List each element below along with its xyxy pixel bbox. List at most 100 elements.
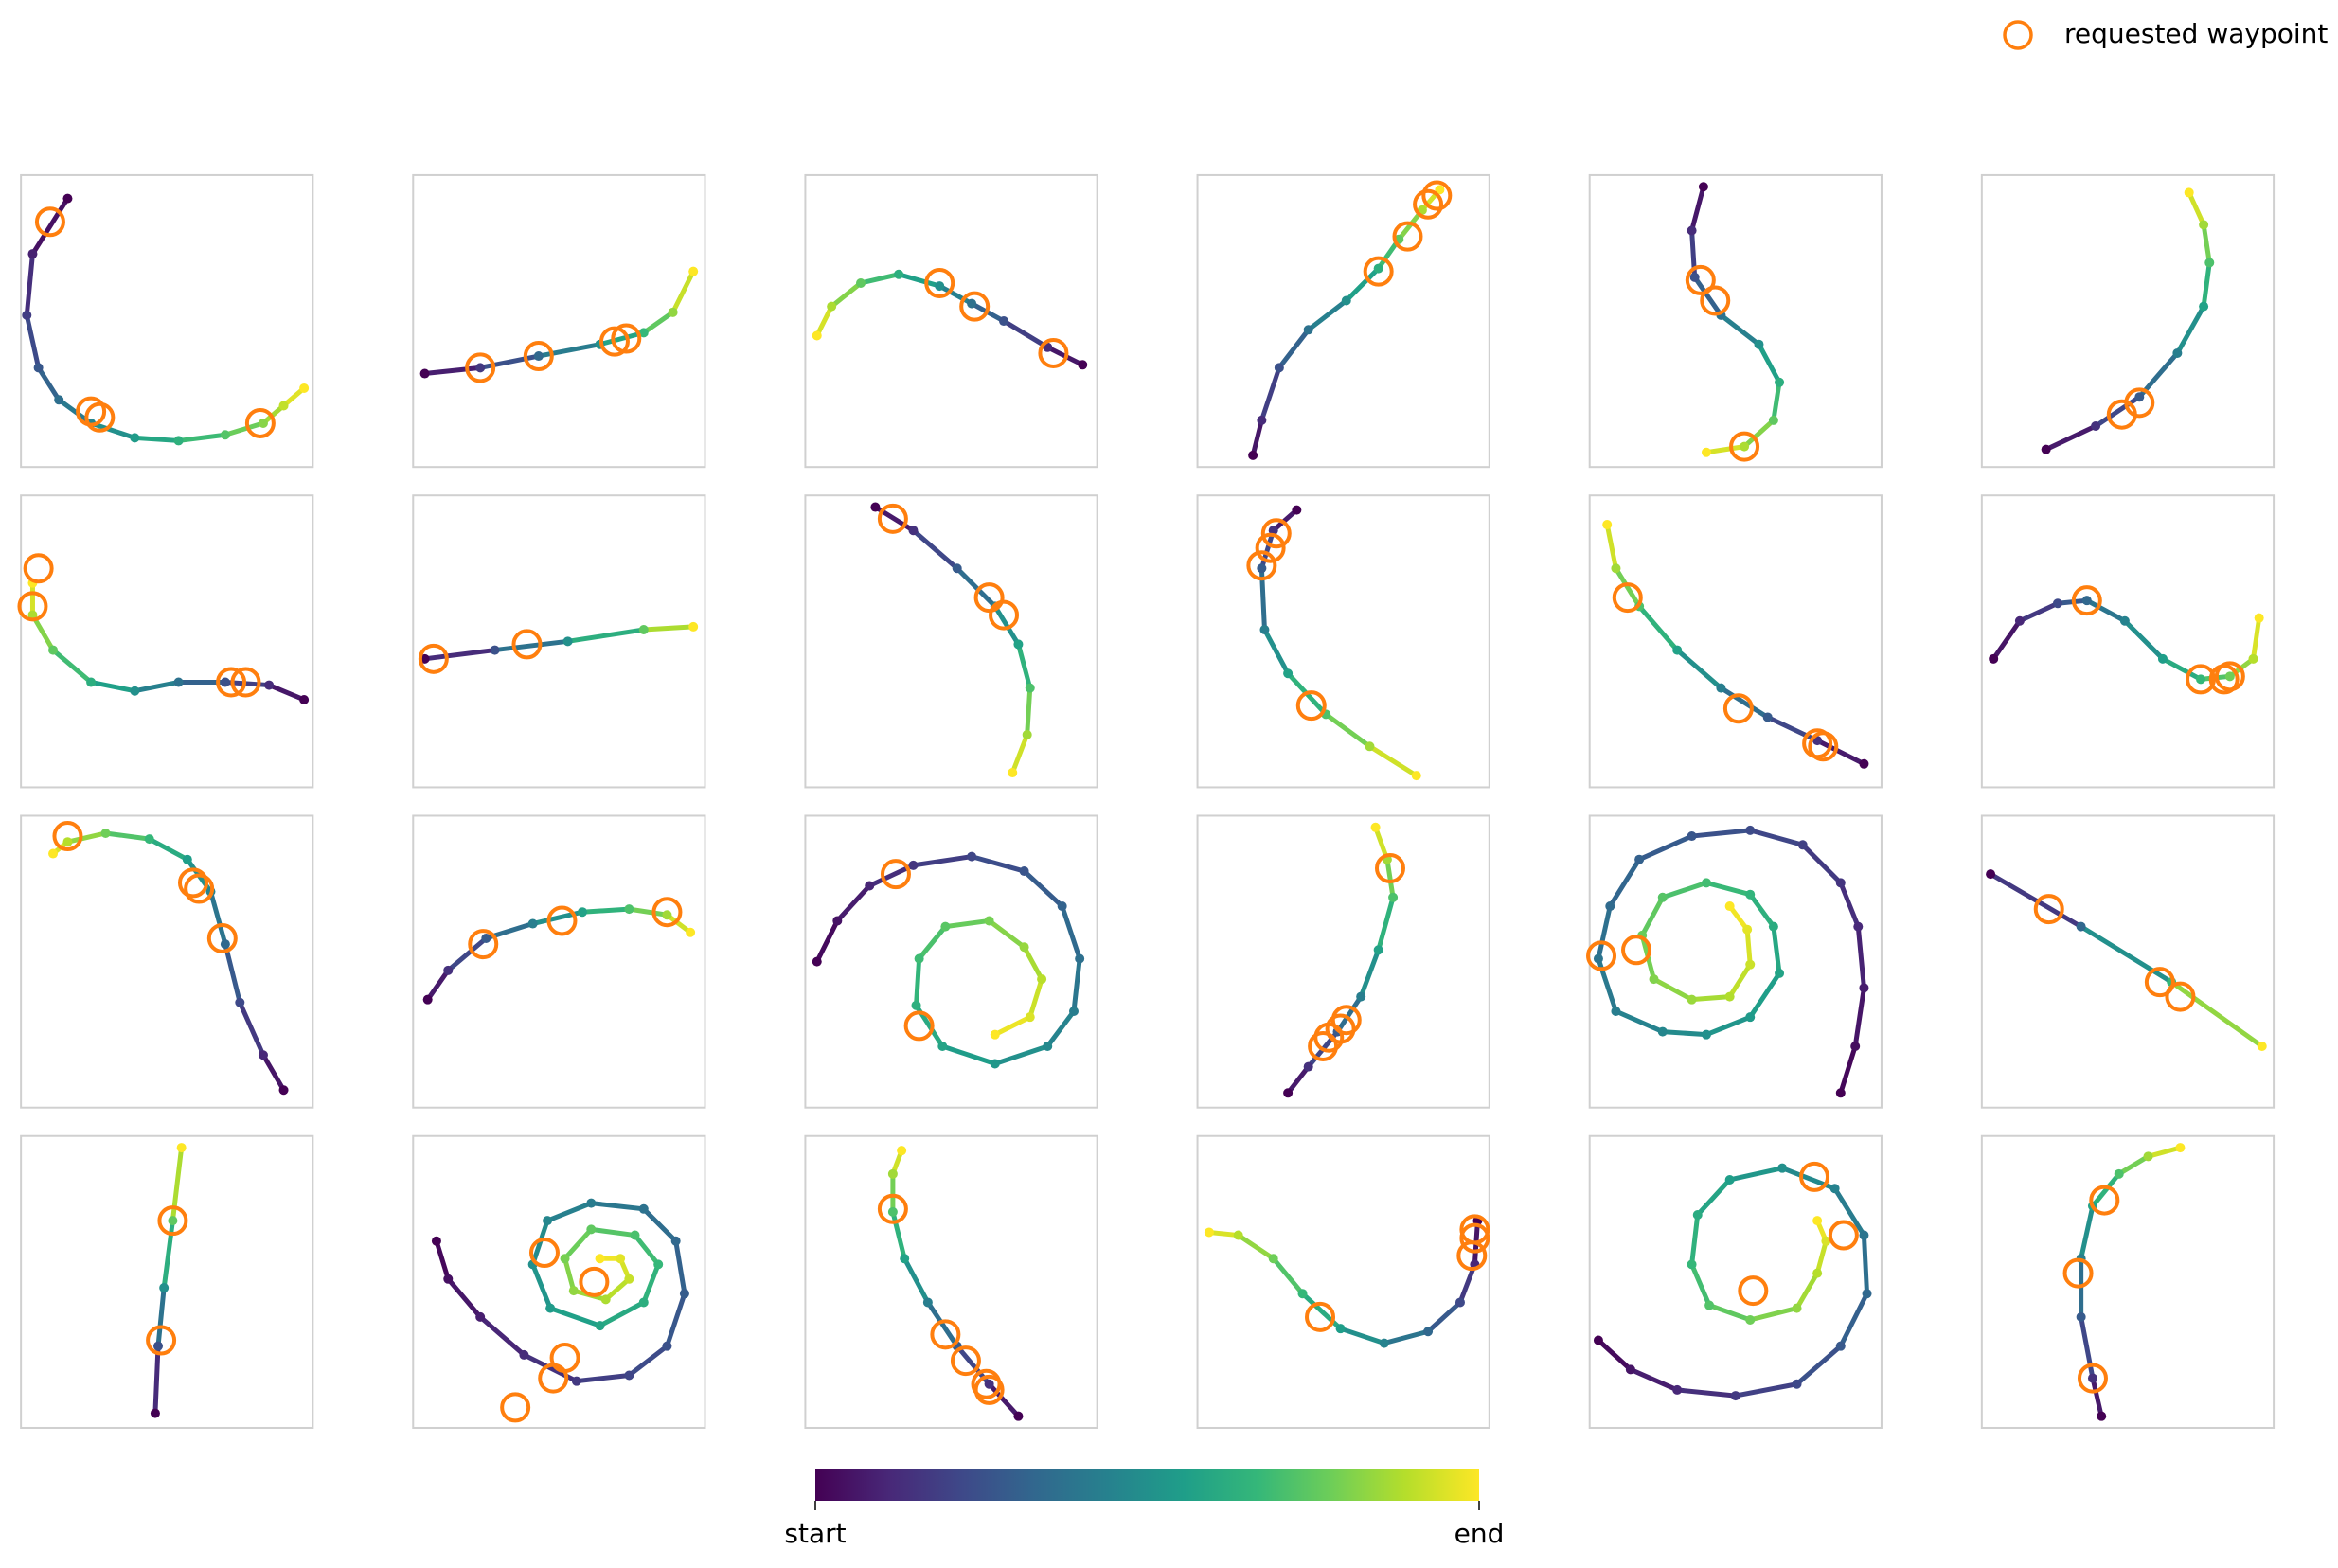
trajectory-segment — [987, 918, 1027, 950]
waypoint — [1374, 852, 1405, 883]
waypoint — [877, 503, 908, 534]
trajectory-segment — [670, 269, 696, 315]
trajectory-point — [922, 1297, 933, 1308]
trajectory-segment — [88, 679, 137, 694]
trajectory-segment — [2116, 1153, 2151, 1177]
trajectory-point — [168, 1216, 178, 1226]
trajectory-segment — [422, 365, 483, 377]
trajectory-point — [1792, 1303, 1802, 1313]
trajectory-point — [1268, 1254, 1278, 1264]
trajectory-point — [967, 298, 977, 309]
trajectory-point — [2184, 187, 2194, 198]
trajectory-segment — [1022, 944, 1044, 982]
trajectory-point — [62, 837, 73, 847]
waypoint — [2077, 1363, 2108, 1394]
trajectory-point — [1716, 683, 1726, 693]
trajectory-point — [2248, 653, 2258, 664]
trajectory-point — [1986, 869, 1996, 880]
trajectory-segment — [1814, 738, 1866, 767]
trajectory-segment — [1639, 895, 1666, 938]
trajectory-segment — [260, 1052, 287, 1093]
trajectory-point — [86, 677, 97, 687]
trajectory-segment — [1747, 1306, 1800, 1323]
trajectory-segment — [2168, 979, 2265, 1049]
trajectory-point — [1379, 1338, 1389, 1348]
trajectory-point — [422, 994, 433, 1005]
trajectory-segment — [1604, 522, 1618, 571]
trajectory-point — [1821, 1236, 1831, 1246]
trajectory-point — [1745, 889, 1756, 900]
trajectory-point — [812, 956, 822, 967]
trajectory-segment — [1660, 880, 1709, 900]
trajectory-point — [2052, 598, 2062, 609]
trajectory-point — [1859, 983, 1869, 993]
trajectory-point — [1283, 668, 1294, 679]
panel-frame — [1980, 814, 2276, 1109]
trajectory-point — [560, 1254, 570, 1264]
trajectory-segment — [2017, 600, 2061, 624]
trajectory-segment — [24, 312, 42, 370]
trajectory-point — [176, 1143, 187, 1153]
trajectory-segment — [1323, 711, 1372, 749]
trajectory-segment — [1727, 903, 1750, 933]
trajectory-point — [1283, 1088, 1294, 1098]
trajectory-point — [1687, 831, 1697, 842]
trajectory-point — [1008, 768, 1018, 778]
waypoint — [959, 291, 991, 322]
trajectory-point — [686, 927, 696, 937]
panel-frame — [1196, 1134, 1490, 1429]
trajectory-segment — [223, 941, 242, 1006]
legend-label: requested waypoint — [2064, 18, 2328, 49]
panel-frame — [1588, 1134, 1883, 1429]
trajectory-point — [2097, 1411, 2107, 1421]
trajectory-point — [967, 851, 977, 862]
trajectory-point — [419, 653, 430, 664]
trajectory-segment — [1733, 1381, 1800, 1399]
panel-frame — [20, 814, 314, 1109]
waypoint — [903, 1010, 935, 1042]
trajectory-point — [1853, 921, 1864, 932]
trajectory-segment — [1338, 1326, 1387, 1346]
trajectory-segment — [1832, 1185, 1866, 1238]
trajectory-point — [2175, 1143, 2186, 1153]
waypoint — [244, 407, 276, 438]
waypoint — [17, 591, 48, 622]
trajectory-point — [990, 1059, 1000, 1069]
trajectory-segment — [626, 906, 669, 918]
trajectory-point — [2224, 671, 2235, 682]
trajectory-point — [1692, 1209, 1703, 1220]
trajectory-point — [48, 645, 59, 655]
trajectory-segment — [1206, 1229, 1241, 1238]
panel-frame — [804, 173, 1098, 469]
trajectory-segment — [2084, 597, 2128, 624]
trajectory-point — [1602, 520, 1613, 530]
trajectory-segment — [633, 1233, 661, 1267]
trajectory-point — [1388, 892, 1399, 902]
waypoint — [2124, 387, 2155, 419]
waypoint — [1363, 256, 1394, 287]
waypoint — [157, 1205, 188, 1237]
trajectory-segment — [1613, 1008, 1666, 1035]
trajectory-point — [2087, 1373, 2097, 1383]
trajectory-segment — [834, 882, 872, 923]
waypoint — [611, 323, 642, 354]
trajectory-segment — [530, 1261, 553, 1311]
trajectory-point — [173, 436, 184, 446]
trajectory-point — [533, 351, 544, 362]
colorbar-label: end — [1455, 1518, 1505, 1549]
trajectory-segment — [1425, 1299, 1463, 1334]
trajectory-point — [1768, 415, 1778, 425]
trajectory-segment — [132, 435, 182, 443]
waypoint — [523, 341, 554, 372]
trajectory-segment — [1744, 927, 1753, 968]
trajectory-point — [1611, 1007, 1621, 1016]
trajectory-segment — [547, 1306, 603, 1328]
trajectory-point — [1423, 1327, 1434, 1337]
trajectory-point — [984, 916, 994, 926]
trajectory-segment — [1236, 1233, 1276, 1261]
trajectory-point — [1745, 959, 1756, 970]
trajectory-point — [1745, 1314, 1756, 1325]
trajectory-point — [490, 645, 500, 655]
panel-frame — [1196, 494, 1490, 789]
trajectory-segment — [1695, 1177, 1733, 1218]
